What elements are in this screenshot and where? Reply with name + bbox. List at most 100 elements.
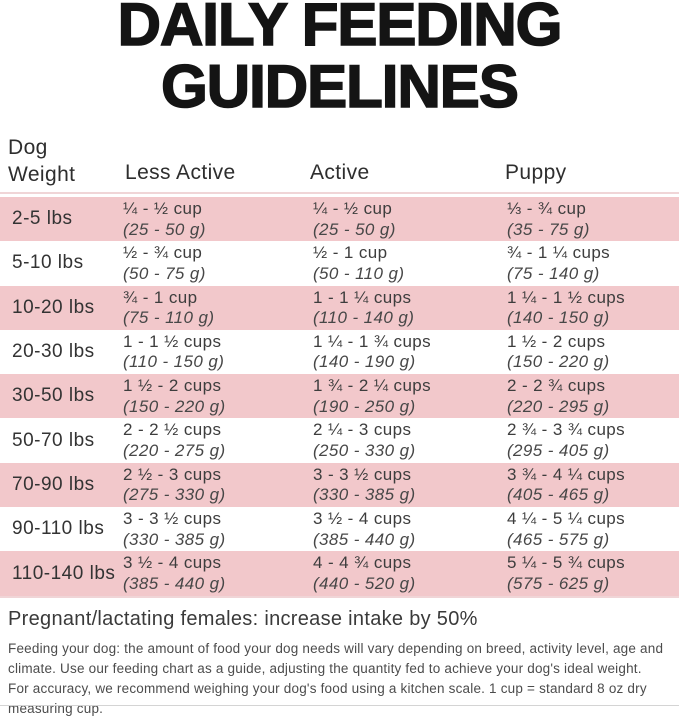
less-active-cell: 2 - 2 ½ cups (220 - 275 g) (123, 420, 226, 461)
active-cell: 2 ¼ - 3 cups (250 - 330 g) (313, 420, 416, 461)
pregnant-note: Pregnant/lactating females: increase int… (8, 608, 478, 630)
table-row: 2-5 lbs ¼ - ½ cup (25 - 50 g) ¼ - ½ cup … (0, 197, 679, 242)
weight-cell: 90-110 lbs (12, 518, 105, 540)
cups-range: ⅓ - ¾ cup (507, 199, 587, 218)
grams-range: (405 - 465 g) (507, 485, 610, 505)
cups-range: ½ - ¾ cup (123, 243, 203, 263)
cups-range: ½ - 1 cup (313, 243, 388, 263)
puppy-cell: ¾ - 1 ¼ cups (75 - 140 g) (507, 243, 610, 284)
grams-range: (140 - 150 g) (507, 308, 610, 328)
table-row: 50-70 lbs 2 - 2 ½ cups (220 - 275 g) 2 ¼… (0, 418, 679, 463)
grams-range: (275 - 330 g) (123, 485, 226, 505)
cups-range: 2 - 2 ½ cups (123, 420, 222, 440)
cups-range: 1 - 1 ¼ cups (313, 287, 412, 307)
cups-range: 1 ¼ - 1 ¾ cups (313, 331, 432, 351)
grams-range: (25 - 50 g) (313, 219, 396, 239)
table-row: 20-30 lbs 1 - 1 ½ cups (110 - 150 g) 1 ¼… (0, 329, 679, 375)
less-active-cell: ¾ - 1 cup (75 - 110 g) (123, 288, 214, 329)
accuracy-note: For accuracy, we recommend weighing your… (8, 681, 647, 716)
grams-range: (50 - 110 g) (313, 263, 405, 283)
active-cell: ½ - 1 cup (50 - 110 g) (313, 243, 404, 284)
active-cell: 3 ½ - 4 cups (385 - 440 g) (313, 509, 416, 550)
cups-range: 3 ½ - 4 cups (123, 553, 222, 573)
page-title: DAILY FEEDING GUIDELINES (0, 0, 679, 118)
grams-range: (150 - 220 g) (507, 352, 610, 372)
weight-cell: 5-10 lbs (12, 252, 84, 274)
weight-cell: 20-30 lbs (12, 341, 95, 363)
grams-range: (330 - 385 g) (123, 529, 226, 549)
cups-range: 1 ¾ - 2 ¼ cups (313, 376, 432, 396)
feeding-table: 2-5 lbs ¼ - ½ cup (25 - 50 g) ¼ - ½ cup … (0, 197, 679, 596)
feeding-note: Feeding your dog: the amount of food you… (8, 641, 664, 676)
table-row: 5-10 lbs ½ - ¾ cup (50 - 75 g) ½ - 1 cup… (0, 241, 679, 286)
active-cell: 1 ¾ - 2 ¼ cups (190 - 250 g) (313, 376, 431, 417)
active-cell: 1 ¼ - 1 ¾ cups (140 - 190 g) (313, 332, 431, 373)
table-row: 90-110 lbs 3 - 3 ½ cups (330 - 385 g) 3 … (0, 507, 679, 552)
cups-range: 1 ¼ - 1 ½ cups (507, 287, 626, 307)
grams-range: (75 - 140 g) (507, 263, 600, 283)
active-cell: 1 - 1 ¼ cups (110 - 140 g) (313, 288, 414, 329)
weight-cell: 50-70 lbs (12, 429, 95, 451)
active-cell: 4 - 4 ¾ cups (440 - 520 g) (313, 553, 416, 594)
less-active-cell: 3 ½ - 4 cups (385 - 440 g) (123, 553, 226, 594)
cups-range: ¼ - ½ cup (313, 199, 393, 218)
grams-range: (385 - 440 g) (123, 573, 226, 593)
cups-range: 4 - 4 ¾ cups (313, 553, 412, 573)
grams-range: (385 - 440 g) (313, 529, 416, 549)
puppy-cell: 5 ¼ - 5 ¾ cups (575 - 625 g) (507, 553, 625, 594)
grams-range: (75 - 110 g) (123, 308, 215, 328)
table-row: 30-50 lbs 1 ½ - 2 cups (150 - 220 g) 1 ¾… (0, 374, 679, 419)
cups-range: 2 ½ - 3 cups (123, 464, 222, 484)
table-bottom-divider (0, 596, 679, 598)
table-row: 70-90 lbs 2 ½ - 3 cups (275 - 330 g) 3 -… (0, 462, 679, 508)
active-cell: 3 - 3 ½ cups (330 - 385 g) (313, 465, 416, 506)
puppy-cell: 1 ¼ - 1 ½ cups (140 - 150 g) (507, 288, 625, 329)
grams-range: (220 - 295 g) (507, 396, 610, 416)
less-active-cell: ½ - ¾ cup (50 - 75 g) (123, 243, 206, 284)
grams-range: (295 - 405 g) (507, 440, 610, 460)
grams-range: (440 - 520 g) (313, 573, 416, 593)
grams-range: (465 - 575 g) (507, 529, 610, 549)
cups-range: 3 ½ - 4 cups (313, 509, 412, 529)
cups-range: 4 ¼ - 5 ¼ cups (507, 509, 626, 529)
grams-range: (220 - 275 g) (123, 440, 226, 460)
puppy-cell: 1 ½ - 2 cups (150 - 220 g) (507, 332, 610, 373)
column-header-less-active: Less Active (125, 161, 236, 184)
cups-range: 1 ½ - 2 cups (507, 331, 606, 351)
cups-range: ¾ - 1 ¼ cups (507, 243, 611, 263)
weight-cell: 2-5 lbs (12, 208, 73, 230)
weight-cell: 10-20 lbs (12, 296, 95, 318)
cups-range: 1 - 1 ½ cups (123, 331, 222, 351)
table-row: 10-20 lbs ¾ - 1 cup (75 - 110 g) 1 - 1 ¼… (0, 285, 679, 330)
less-active-cell: 2 ½ - 3 cups (275 - 330 g) (123, 465, 226, 506)
puppy-cell: 4 ¼ - 5 ¼ cups (465 - 575 g) (507, 509, 625, 550)
puppy-cell: 2 - 2 ¾ cups (220 - 295 g) (507, 376, 610, 417)
column-header-puppy: Puppy (505, 161, 567, 184)
column-header-dog-weight: Dog Weight (8, 134, 75, 188)
grams-range: (575 - 625 g) (507, 573, 610, 593)
cups-range: 3 ¾ - 4 ¼ cups (507, 464, 626, 484)
cups-range: 3 - 3 ½ cups (123, 509, 222, 529)
cups-range: 1 ½ - 2 cups (123, 376, 222, 396)
grams-range: (190 - 250 g) (313, 396, 416, 416)
puppy-cell: 2 ¾ - 3 ¾ cups (295 - 405 g) (507, 420, 625, 461)
less-active-cell: 1 ½ - 2 cups (150 - 220 g) (123, 376, 226, 417)
page-title-line1: DAILY FEEDING (117, 0, 563, 58)
cups-range: ¾ - 1 cup (123, 287, 198, 307)
weight-cell: 70-90 lbs (12, 473, 95, 495)
grams-range: (250 - 330 g) (313, 440, 416, 460)
cups-range: 2 ¼ - 3 cups (313, 420, 412, 440)
grams-range: (110 - 150 g) (123, 352, 225, 372)
less-active-cell: 3 - 3 ½ cups (330 - 385 g) (123, 509, 226, 550)
page-title-line2: GUIDELINES (160, 53, 519, 120)
weight-cell: 110-140 lbs (12, 562, 116, 584)
grams-range: (25 - 50 g) (123, 219, 206, 239)
less-active-cell: ¼ - ½ cup (25 - 50 g) (123, 199, 206, 240)
cups-range: 2 ¾ - 3 ¾ cups (507, 420, 626, 440)
column-header-dog-weight-line2: Weight (8, 163, 76, 186)
table-row: 110-140 lbs 3 ½ - 4 cups (385 - 440 g) 4… (0, 551, 679, 596)
less-active-cell: 1 - 1 ½ cups (110 - 150 g) (123, 332, 224, 373)
grams-range: (330 - 385 g) (313, 485, 416, 505)
active-cell: ¼ - ½ cup (25 - 50 g) (313, 199, 396, 240)
